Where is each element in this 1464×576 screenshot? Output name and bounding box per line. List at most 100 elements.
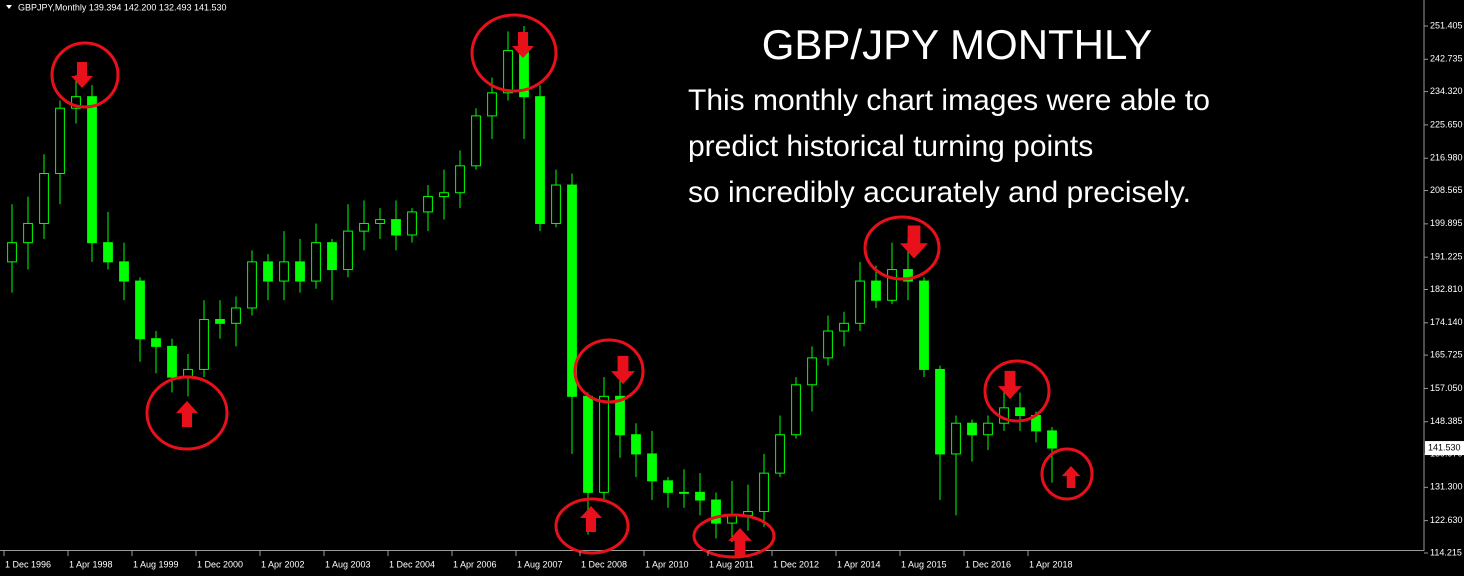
marker-circle	[470, 13, 558, 93]
x-tick-label: 1 Dec 2008	[581, 559, 627, 569]
marker-circle	[863, 215, 941, 281]
candle-body	[615, 395, 625, 436]
candle-body	[919, 280, 929, 370]
candle-body	[119, 261, 129, 282]
candle-body	[39, 173, 49, 224]
candle-body	[55, 107, 65, 175]
candle-body	[647, 453, 657, 482]
candles	[7, 26, 1057, 543]
x-tick-label: 1 Dec 2016	[965, 559, 1011, 569]
candle-body	[231, 307, 241, 324]
y-tick-label: 174.140	[1430, 317, 1463, 327]
candle-body	[487, 92, 497, 117]
candle-body	[775, 434, 785, 474]
candle-body	[359, 222, 369, 232]
candle-body	[295, 261, 305, 282]
y-tick-label: 234.320	[1430, 86, 1463, 96]
candle-body	[279, 261, 289, 282]
x-tick-label: 1 Dec 2004	[389, 559, 435, 569]
candle-body	[7, 242, 17, 263]
x-tick-label: 1 Aug 2003	[325, 559, 371, 569]
candle-body	[263, 261, 273, 282]
x-tick-label: 1 Apr 2014	[837, 559, 881, 569]
y-tick-label: 191.225	[1430, 252, 1463, 262]
candle-body	[695, 491, 705, 501]
candle-body	[439, 192, 449, 198]
candle-body	[823, 330, 833, 359]
candle-body	[455, 165, 465, 194]
candle-body	[103, 242, 113, 263]
y-tick-label: 114.215	[1430, 547, 1462, 557]
candle-body	[535, 96, 545, 224]
y-tick-label: 225.650	[1430, 119, 1463, 129]
candle-body	[1047, 430, 1057, 449]
candle-body	[887, 269, 897, 301]
candle-body	[215, 318, 225, 324]
y-tick-label: 182.810	[1430, 284, 1463, 294]
marker-circle	[1040, 447, 1094, 501]
y-tick-label: 208.565	[1430, 185, 1463, 195]
candle-body	[807, 357, 817, 386]
y-tick-label: 131.300	[1430, 482, 1463, 492]
candle-body	[311, 242, 321, 282]
x-tick-label: 1 Apr 2010	[645, 559, 689, 569]
candle-body	[391, 219, 401, 236]
candle-body	[967, 422, 977, 436]
marker-circle	[50, 41, 120, 109]
y-tick-label: 165.725	[1430, 349, 1463, 359]
y-tick-label: 251.405	[1430, 20, 1463, 30]
candle-body	[23, 222, 33, 244]
x-tick-label: 1 Apr 2002	[261, 559, 305, 569]
marker-circle	[573, 338, 645, 404]
candle-body	[135, 280, 145, 340]
candle-body	[583, 395, 593, 493]
candle-body	[951, 422, 961, 455]
candle-body	[759, 472, 769, 513]
candle-body	[567, 184, 577, 397]
y-tick-label: 242.735	[1430, 54, 1463, 64]
y-tick-label: 216.980	[1430, 153, 1463, 163]
candle-body	[471, 115, 481, 167]
candle-body	[663, 480, 673, 493]
candle-body	[631, 434, 641, 455]
candle-body	[983, 422, 993, 436]
candle-body	[551, 184, 561, 224]
turning-point-markers	[50, 13, 1094, 559]
candle-body	[407, 211, 417, 236]
x-tick-label: 1 Apr 1998	[69, 559, 113, 569]
candle-body	[167, 345, 177, 378]
chart-info: GBPJPY,Monthly 139.394 142.200 132.493 1…	[18, 2, 227, 12]
info-triangle	[6, 5, 12, 9]
candle-body	[327, 242, 337, 271]
x-tick-label: 1 Apr 2018	[1029, 559, 1073, 569]
annotation: This monthly chart images were able to	[688, 84, 1210, 117]
candle-body	[151, 338, 161, 347]
marker-circle	[983, 359, 1051, 423]
candle-body	[87, 96, 97, 244]
y-tick-label: 122.630	[1430, 515, 1463, 525]
candle-body	[711, 499, 721, 524]
candle-body	[599, 395, 609, 493]
candle-body	[935, 368, 945, 455]
candle-body	[343, 230, 353, 271]
x-tick-label: 1 Dec 2012	[773, 559, 819, 569]
candle-body	[1015, 407, 1025, 417]
candle-body	[71, 96, 81, 109]
candle-body	[871, 280, 881, 301]
x-tick-label: 1 Dec 2000	[197, 559, 243, 569]
candle-body	[503, 50, 513, 94]
candle-body	[247, 261, 257, 309]
y-tick-label: 148.385	[1430, 416, 1463, 426]
marker-circle	[554, 497, 630, 555]
chart-title: GBP/JPY MONTHLY	[762, 21, 1153, 68]
x-tick-label: 1 Dec 1996	[5, 559, 51, 569]
marker-circle	[145, 375, 229, 451]
annotation: predict historical turning points	[688, 130, 1093, 163]
x-tick-label: 1 Aug 2007	[517, 559, 563, 569]
annotation: so incredibly accurately and precisely.	[688, 176, 1191, 209]
y-tick-label: 157.050	[1430, 383, 1463, 393]
marker-circle	[692, 513, 776, 559]
